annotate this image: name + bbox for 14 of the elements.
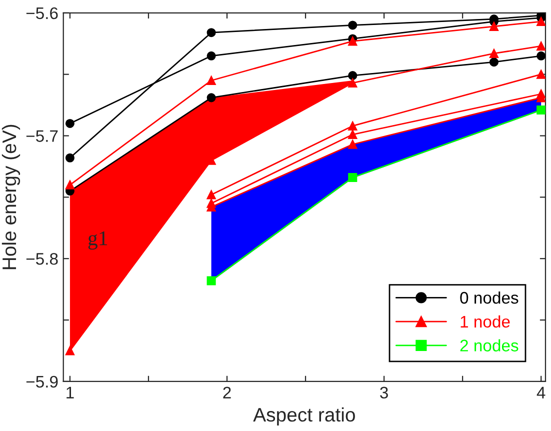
x-axis-title: Aspect ratio bbox=[253, 407, 355, 426]
legend-label: 1 node bbox=[460, 315, 510, 328]
y-tick-label: −5.7 bbox=[26, 130, 58, 142]
legend-label: 2 nodes bbox=[460, 339, 518, 352]
annotation: g1 bbox=[88, 231, 108, 250]
x-tick-label: 1 bbox=[66, 386, 74, 398]
x-tick-label: 4 bbox=[536, 386, 546, 398]
y-axis-title: Hole energy (eV) bbox=[2, 124, 20, 270]
y-tick-label: −5.8 bbox=[26, 253, 58, 265]
y-tick-label: −5.6 bbox=[26, 7, 58, 20]
x-tick-label: 3 bbox=[380, 386, 388, 399]
x-tick-label: 2 bbox=[223, 386, 231, 398]
legend-label: 0 nodes bbox=[460, 291, 518, 304]
y-tick-label: −5.9 bbox=[26, 376, 58, 388]
